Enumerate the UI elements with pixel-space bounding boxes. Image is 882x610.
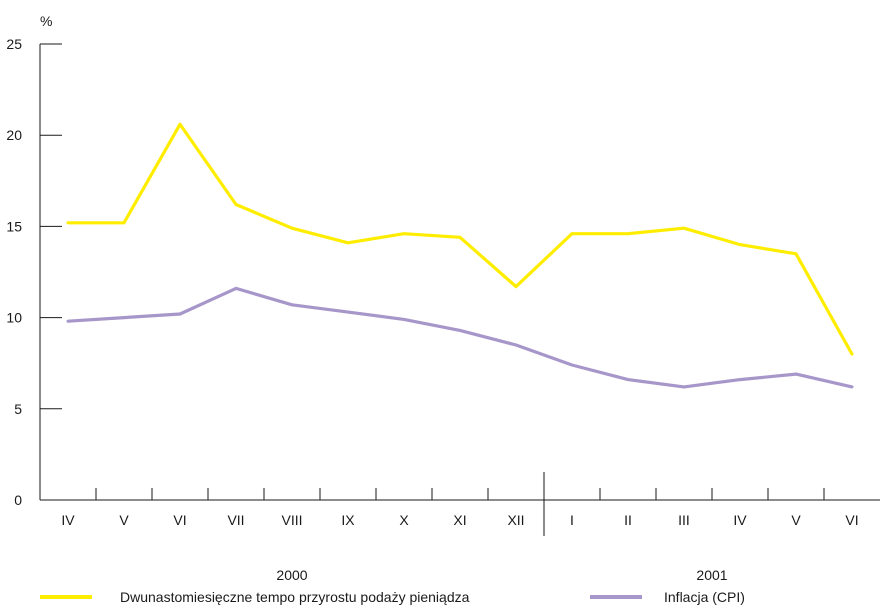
data-point: [122, 316, 126, 320]
x-tick-label: III: [678, 512, 690, 528]
data-point: [122, 221, 126, 225]
y-tick-label: 15: [6, 218, 22, 234]
data-point: [850, 385, 854, 389]
x-tick-label: XII: [507, 512, 524, 528]
x-tick-label: IV: [61, 512, 75, 528]
year-label: 2000: [276, 567, 307, 583]
data-point: [66, 221, 70, 225]
data-point: [738, 243, 742, 247]
data-point: [178, 312, 182, 316]
x-tick-label: IX: [341, 512, 355, 528]
data-point: [514, 285, 518, 289]
legend-label: Dwunastomiesięczne tempo przyrostu podaż…: [120, 589, 470, 605]
x-tick-label: XI: [453, 512, 466, 528]
x-tick-label: X: [399, 512, 409, 528]
x-tick-label: V: [791, 512, 801, 528]
y-axis: 0 5 10 15 20 25: [6, 36, 62, 508]
y-tick-label: 20: [6, 127, 22, 143]
data-point: [66, 319, 70, 323]
data-point: [402, 232, 406, 236]
data-point: [794, 252, 798, 256]
data-point: [458, 328, 462, 332]
data-point: [346, 241, 350, 245]
series-line-money-supply: [68, 122, 854, 355]
data-point: [794, 372, 798, 376]
legend: Dwunastomiesięczne tempo przyrostu podaż…: [40, 589, 745, 605]
year-label: 2001: [696, 567, 727, 583]
y-tick-label: 25: [6, 36, 22, 52]
series-layer: [66, 122, 854, 389]
x-tick-label: VI: [845, 512, 858, 528]
y-tick-label: 5: [14, 401, 22, 417]
y-axis-unit-label: %: [40, 13, 52, 29]
x-tick-label: IV: [733, 512, 747, 528]
data-point: [234, 286, 238, 290]
data-point: [346, 310, 350, 314]
data-point: [682, 385, 686, 389]
data-point: [682, 226, 686, 230]
y-tick-label: 10: [6, 310, 22, 326]
data-point: [850, 352, 854, 356]
data-point: [402, 317, 406, 321]
legend-label: Inflacja (CPI): [664, 589, 745, 605]
data-point: [458, 235, 462, 239]
x-tick-label: V: [119, 512, 129, 528]
x-tick-label: VII: [227, 512, 244, 528]
data-point: [178, 122, 182, 126]
x-tick-label: VIII: [281, 512, 302, 528]
data-point: [626, 232, 630, 236]
x-tick-label: I: [570, 512, 574, 528]
y-tick-label: 0: [14, 492, 22, 508]
x-tick-label: II: [624, 512, 632, 528]
data-point: [514, 343, 518, 347]
series-line-inflation: [67, 286, 853, 389]
x-tick-label: VI: [173, 512, 186, 528]
data-point: [290, 303, 294, 307]
data-point: [234, 203, 238, 207]
data-point: [626, 378, 630, 382]
data-point: [290, 226, 294, 230]
data-point: [738, 378, 742, 382]
data-point: [570, 232, 574, 236]
data-point: [570, 363, 574, 367]
